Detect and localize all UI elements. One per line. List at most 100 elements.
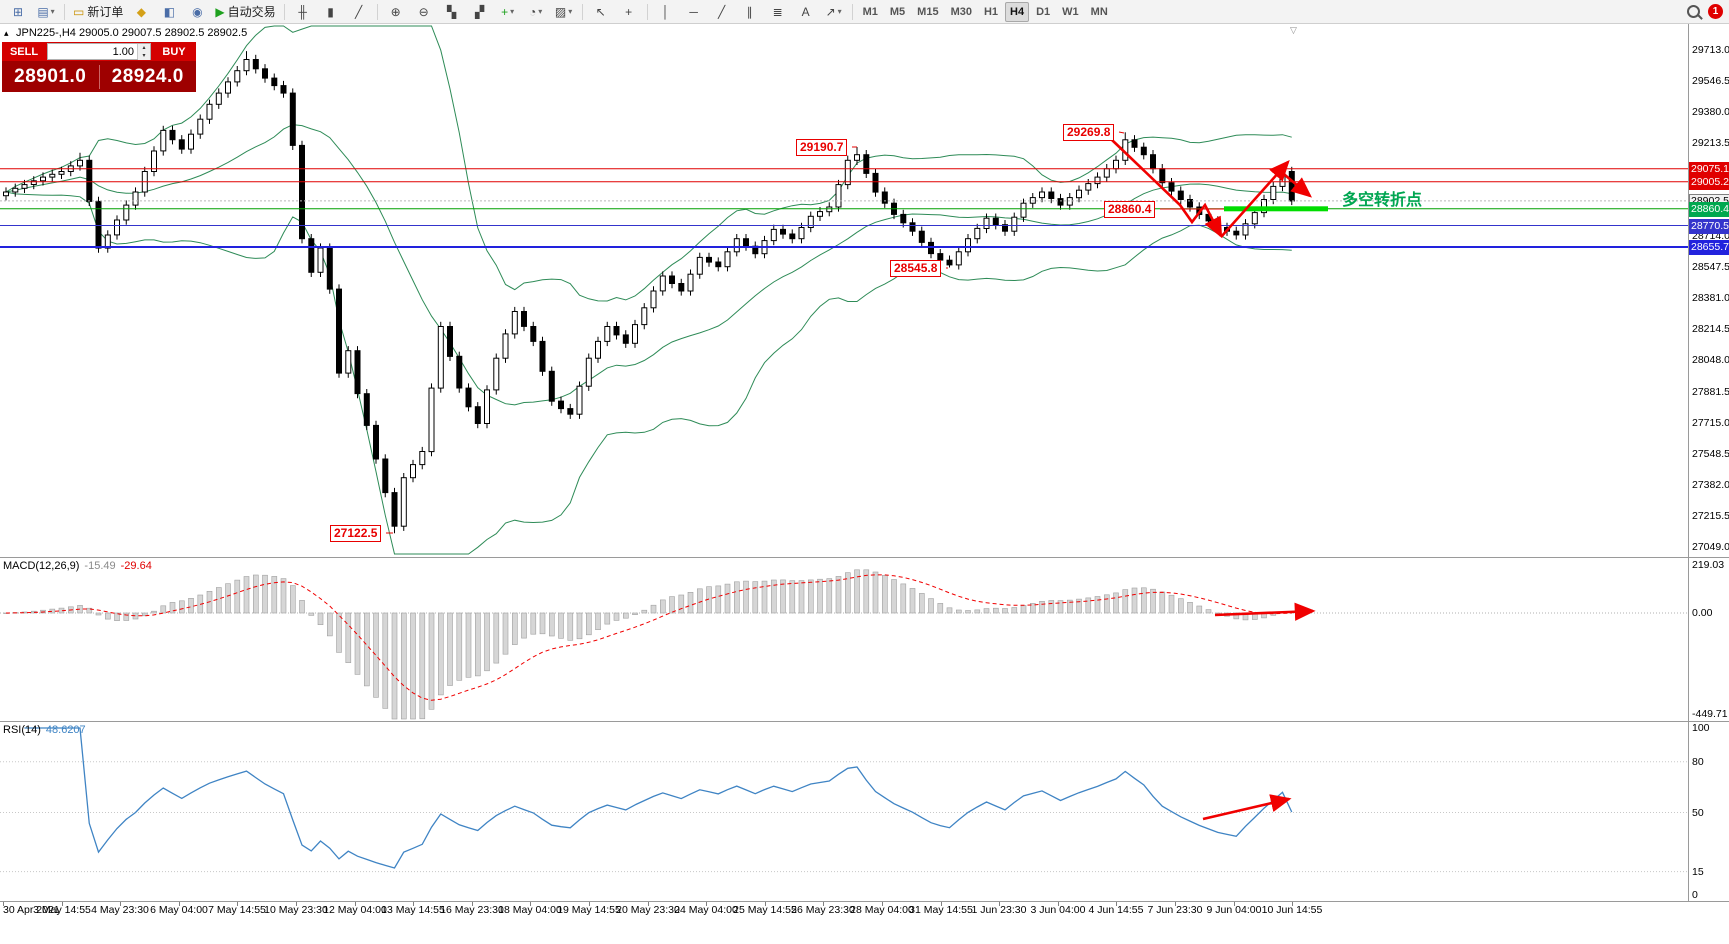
sell-price[interactable]: 28901.0 — [14, 65, 87, 87]
rsi-axis-label: 100 — [1692, 722, 1710, 734]
timeframe-button-w1[interactable]: W1 — [1062, 5, 1079, 18]
time-axis-label: 31 May 14:55 — [909, 904, 973, 916]
indicators-button[interactable]: + ▾ — [494, 1, 522, 23]
bull-bear-turning-point-note: 多空转折点 — [1342, 192, 1423, 209]
timeframe-button-m30[interactable]: M30 — [950, 5, 972, 18]
arrange-windows-icon: ▞ — [474, 4, 485, 19]
rsi-name: RSI(14) — [3, 724, 41, 736]
time-axis-label: 16 May 23:30 — [440, 904, 504, 916]
price-axis-border — [1688, 24, 1689, 901]
time-axis-label: 1 Jun 23:30 — [971, 904, 1027, 916]
chart-macd-separator[interactable] — [0, 557, 1729, 558]
time-axis-label: 6 May 04:00 — [150, 904, 208, 916]
rsi-indicator — [0, 727, 1688, 873]
buy-button[interactable]: BUY — [152, 42, 196, 61]
search-icon[interactable] — [1687, 5, 1700, 18]
toolbar-separator — [581, 3, 583, 20]
timeframe-button-h1[interactable]: H1 — [983, 5, 999, 18]
new-chart-button[interactable]: ⊞ — [4, 1, 32, 23]
new-order-button[interactable]: ▭ 新订单 — [69, 1, 127, 23]
one-click-collapse-toggle[interactable]: ▴ — [4, 28, 9, 38]
templates-button[interactable]: ▨ ▾ — [550, 1, 578, 23]
time-axis-tick — [296, 901, 297, 906]
lot-size-input[interactable] — [48, 44, 137, 59]
arrange-windows-button[interactable]: ▞ — [466, 1, 494, 23]
price-axis-label: 28048.0 — [1692, 354, 1729, 366]
callout-leader-lines — [386, 131, 1224, 534]
time-axis-separator — [0, 901, 1729, 902]
timeframe-button-m15[interactable]: M15 — [917, 5, 939, 18]
horizontal-line-tool-button[interactable]: ─ — [680, 1, 708, 23]
macd-axis-label: 219.03 — [1692, 559, 1725, 571]
fibonacci-tool-button[interactable]: ≣ — [764, 1, 792, 23]
autotrading-icon: ▶ — [215, 4, 225, 19]
tile-windows-button[interactable]: ▚ — [438, 1, 466, 23]
timeframe-button-m5[interactable]: M5 — [889, 5, 906, 18]
candlesticks — [3, 51, 1295, 534]
toolbar-separator — [646, 3, 648, 20]
time-axis-tick — [648, 901, 649, 906]
horizontal-line-objects[interactable] — [0, 168, 1688, 248]
channel-tool-icon: ∥ — [746, 4, 753, 19]
macd-signal-value: -29.64 — [120, 560, 152, 572]
periods-button[interactable]: ◔ ▾ — [522, 1, 550, 23]
lot-decrease-button[interactable]: ▾ — [138, 52, 150, 60]
cursor-tool-button[interactable]: ↖ — [587, 1, 615, 23]
time-axis-tick — [62, 901, 63, 906]
channel-tool-button[interactable]: ∥ — [736, 1, 764, 23]
time-axis-label: 28 May 04:00 — [850, 904, 914, 916]
line-chart-type-button[interactable]: ╱ — [345, 1, 373, 23]
timeframe-button-mn[interactable]: MN — [1090, 5, 1108, 18]
lot-increase-button[interactable]: ▴ — [138, 44, 150, 52]
time-axis-tick — [237, 901, 238, 906]
buy-price[interactable]: 28924.0 — [111, 65, 184, 87]
sell-button[interactable]: SELL — [2, 42, 46, 61]
arrows-tool-button[interactable]: ↗ ▾ — [820, 1, 848, 23]
time-axis-label: 20 May 23:30 — [616, 904, 680, 916]
notification-badge[interactable]: 1 — [1708, 4, 1723, 19]
macd-axis-label: 0.00 — [1692, 607, 1713, 619]
time-axis-tick — [355, 901, 356, 906]
price-divider — [98, 64, 100, 89]
market-watch-button[interactable]: ◧ — [155, 1, 183, 23]
templates-icon: ▨ — [554, 4, 567, 19]
trend-arrows[interactable] — [1111, 139, 1316, 821]
bar-chart-type-button[interactable]: ╫ — [289, 1, 317, 23]
lot-size-field: ▴ ▾ — [47, 43, 151, 60]
metaeditor-button[interactable]: ◆ — [127, 1, 155, 23]
price-axis-label: 29213.5 — [1692, 137, 1729, 149]
zoom-out-button[interactable]: ⊖ — [410, 1, 438, 23]
rsi-axis-label: 80 — [1692, 756, 1704, 768]
time-axis-tick — [413, 901, 414, 906]
price-callout: 28545.8 — [890, 260, 942, 277]
vertical-line-tool-button[interactable]: │ — [652, 1, 680, 23]
bollinger-bands — [5, 25, 1292, 555]
green-turning-point-bar[interactable] — [1224, 206, 1328, 212]
zoom-in-button[interactable]: ⊕ — [382, 1, 410, 23]
tile-windows-icon: ▚ — [446, 4, 457, 19]
profiles-button[interactable]: ▤ ▾ — [32, 1, 60, 23]
time-axis-label: 24 May 04:00 — [674, 904, 738, 916]
time-axis-tick — [1058, 901, 1059, 906]
trendline-tool-button[interactable]: ╱ — [708, 1, 736, 23]
navigator-button[interactable]: ◉ — [183, 1, 211, 23]
timeframe-button-m1[interactable]: M1 — [862, 5, 878, 18]
macd-rsi-separator[interactable] — [0, 721, 1729, 722]
dropdown-caret-icon: ▾ — [538, 7, 543, 16]
time-axis-tick — [765, 901, 766, 906]
vertical-line-tool-icon: │ — [661, 4, 670, 19]
time-axis-label: 18 May 04:00 — [498, 904, 562, 916]
candlestick-type-button[interactable]: ▮ — [317, 1, 345, 23]
timeframe-button-h4[interactable]: H4 — [1005, 1, 1030, 22]
price-axis-label: 27715.0 — [1692, 417, 1729, 429]
autotrading-button[interactable]: ▶ 自动交易 — [211, 1, 279, 23]
price-axis-label: 27215.5 — [1692, 510, 1729, 522]
crosshair-tool-button[interactable]: + — [615, 1, 643, 23]
dropdown-caret-icon: ▾ — [510, 7, 515, 16]
time-axis-tick — [589, 901, 590, 906]
time-axis-tick — [179, 901, 180, 906]
text-tool-button[interactable]: A — [792, 1, 820, 23]
timeframe-button-d1[interactable]: D1 — [1036, 5, 1051, 18]
market-watch-icon: ◧ — [163, 4, 176, 19]
